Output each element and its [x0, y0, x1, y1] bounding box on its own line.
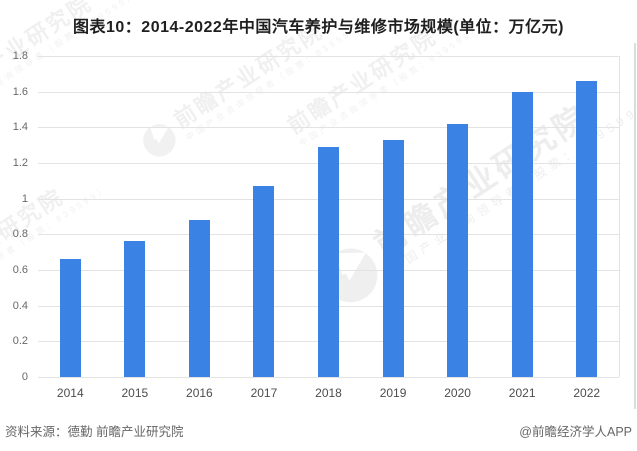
y-axis-label: 0.4: [12, 299, 28, 312]
y-axis-label: 1.2: [12, 157, 28, 169]
bar-2021: [511, 92, 533, 377]
x-axis-label: 2020: [444, 386, 471, 400]
x-axis-label: 2016: [186, 386, 213, 400]
y-axis-label: 0.6: [12, 264, 28, 276]
x-axis-label: 2021: [508, 386, 536, 400]
right-border-line: [634, 43, 636, 409]
footer-source: 资料来源：德勤 前瞻产业研究院: [5, 425, 184, 439]
gridline: [38, 127, 619, 129]
x-axis-label: 2014: [56, 386, 84, 400]
bar-2018: [318, 147, 339, 377]
x-axis-label: 2022: [573, 386, 601, 400]
x-axis-label: 2019: [379, 386, 407, 400]
y-axis-label: 1: [21, 192, 28, 205]
bar-2017: [253, 186, 275, 377]
x-axis-label: 2017: [250, 386, 278, 400]
x-axis-label: 2018: [315, 386, 342, 400]
y-axis-label: 0: [21, 371, 28, 383]
bar-2015: [124, 241, 146, 377]
footer-credit: @前瞻经济学人APP: [519, 425, 632, 439]
bar-2014: [59, 259, 81, 377]
chart-title: 图表10：2014-2022年中国汽车养护与维修市场规模(单位：万亿元): [73, 19, 564, 36]
y-axis-label: 0.8: [12, 228, 28, 241]
y-axis-label: 1.4: [12, 121, 28, 134]
y-axis-label: 0.2: [12, 335, 28, 348]
bar-2016: [188, 220, 210, 377]
gridline: [38, 56, 619, 57]
gridline: [38, 91, 619, 93]
y-axis-label: 1.6: [12, 85, 28, 98]
gridline: [38, 377, 619, 378]
bar-2020: [447, 124, 469, 377]
x-axis-label: 2015: [121, 386, 149, 400]
plot-right-spine: [619, 56, 620, 377]
bar-2022: [576, 81, 598, 377]
y-axis-label: 1.8: [12, 50, 28, 62]
bar-2019: [382, 140, 404, 377]
